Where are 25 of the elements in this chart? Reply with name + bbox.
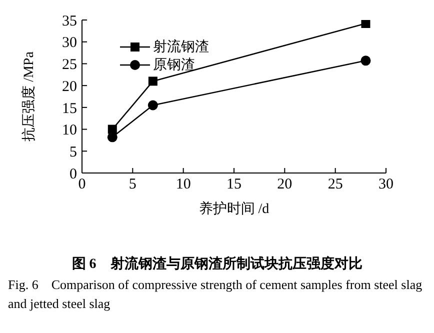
y-tick-label: 0 [70,166,77,182]
x-tick-label: 25 [328,176,343,193]
caption: 图 6 射流钢渣与原钢渣所制试块抗压强度对比 [70,255,364,273]
x-tick-label: 5 [128,176,136,193]
x-tick-label: 15 [226,176,242,193]
legend-label: 射流钢渣 [153,38,209,56]
legend-label: 原钢渣 [153,56,195,74]
y-tick-label: 15 [62,100,77,117]
y-tick-label: 5 [70,144,77,160]
point [148,100,158,110]
y-tick-label: 20 [62,78,77,95]
y-tick-label: 25 [62,57,77,74]
caption: Fig. 6 Comparison of compressive strength of cement samples from steel slag and jetted steel slag [8,276,424,313]
x-tick-label: 30 [378,176,394,193]
point [360,56,371,66]
x-tick-label: 20 [277,176,292,193]
y-tick-label: 10 [62,122,77,139]
point [361,20,370,28]
point [148,76,158,86]
y-axis-title: 抗压强度 /MPa [20,50,37,142]
point [107,132,118,142]
y-tick-label: 35 [62,13,77,30]
y-tick-label: 30 [62,35,77,52]
x-axis-title: 养护时间 /d [198,201,270,217]
x-tick-label: 10 [176,176,191,193]
